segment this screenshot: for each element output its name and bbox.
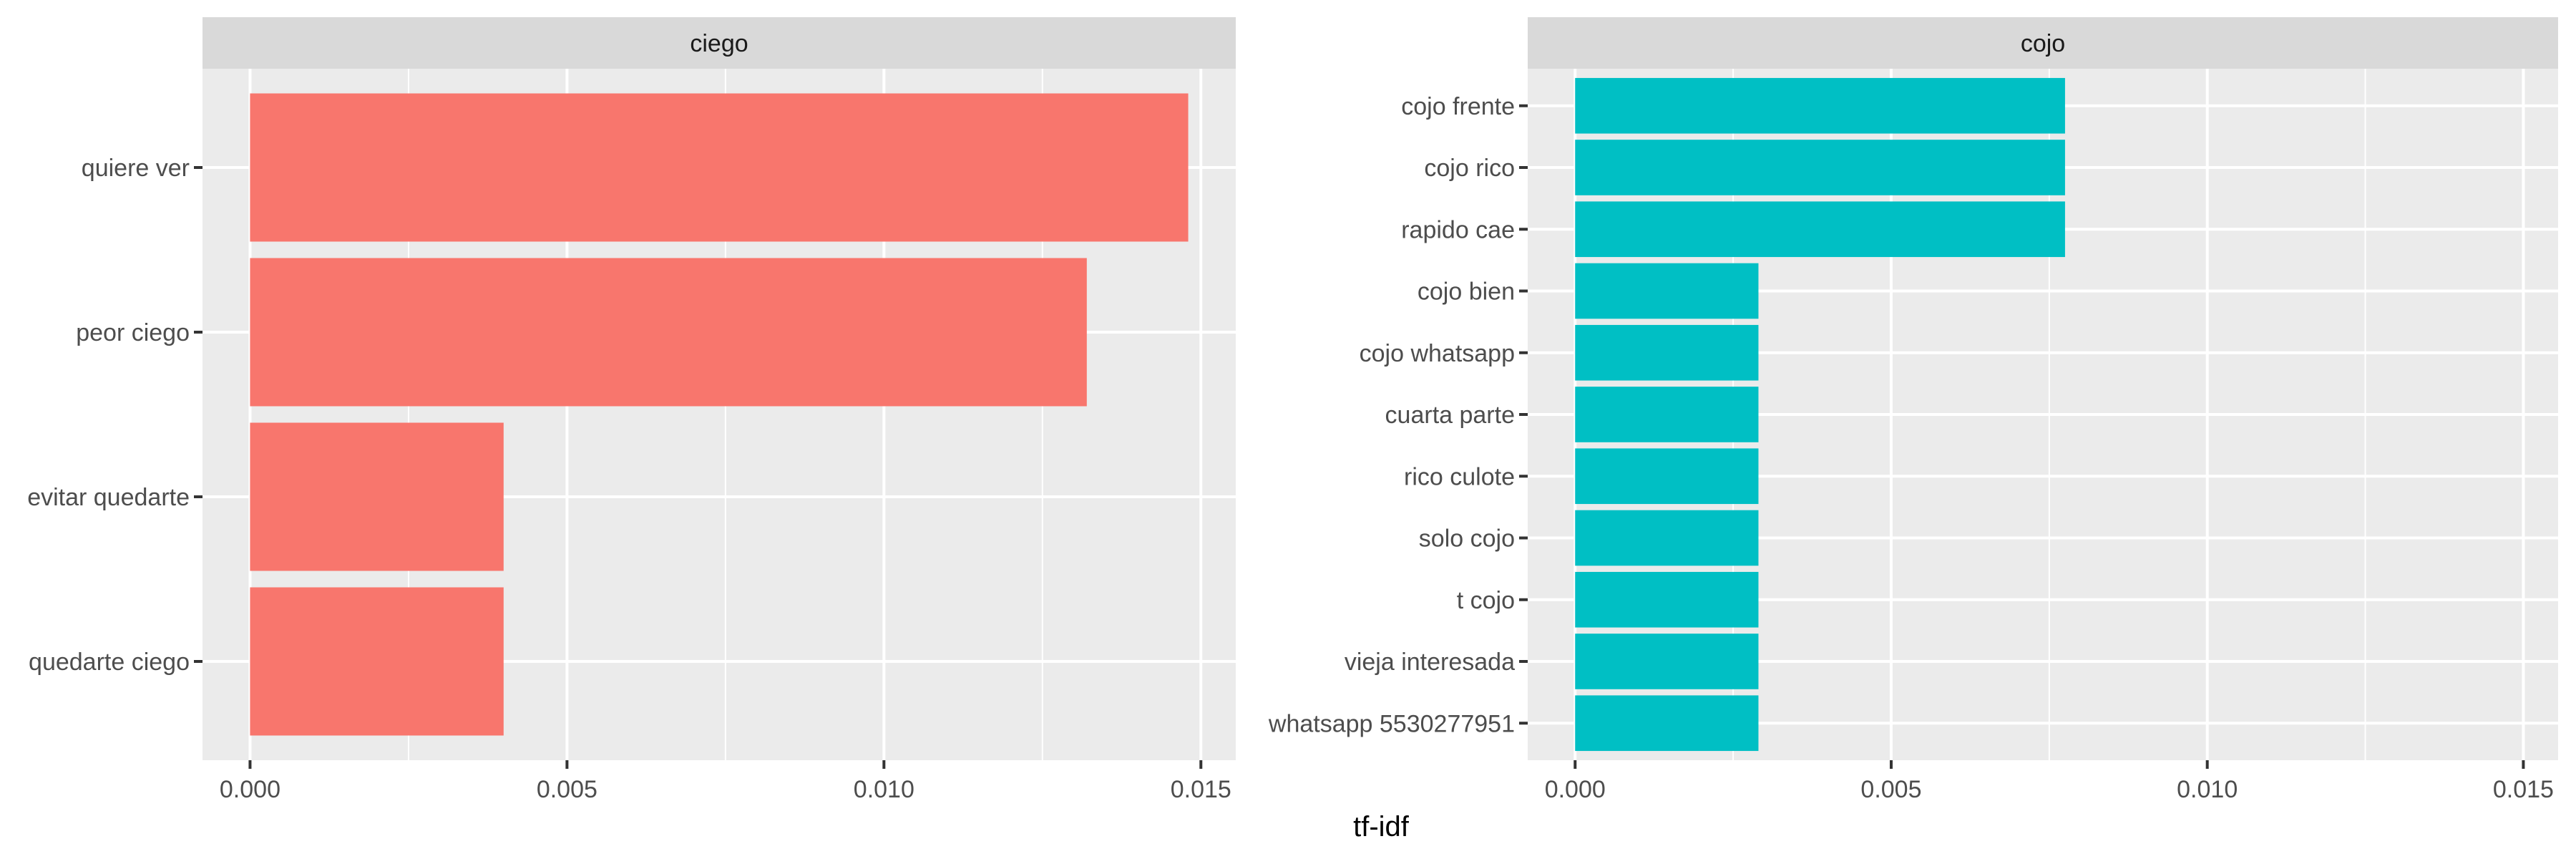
category-label: cuarta parte <box>1385 402 1515 429</box>
x-tick-label: 0.010 <box>2177 776 2238 803</box>
category-label: peor ciego <box>76 319 190 346</box>
category-label: cojo whatsapp <box>1360 340 1515 367</box>
panel-title: cojo <box>2021 30 2065 57</box>
category-label: cojo frente <box>1401 93 1515 120</box>
category-label: rapido cae <box>1401 216 1515 243</box>
x-tick-label: 0.005 <box>1860 776 1921 803</box>
category-label: quedarte ciego <box>29 649 190 676</box>
x-tick-label: 0.000 <box>1545 776 1606 803</box>
bar <box>1575 263 1759 319</box>
bar <box>1575 695 1759 752</box>
panel-strip <box>203 17 1236 69</box>
bar <box>250 587 504 736</box>
panel-title: ciego <box>690 30 748 57</box>
category-label: evitar quedarte <box>27 484 190 511</box>
bar <box>1575 448 1759 505</box>
bar <box>1575 201 2065 258</box>
category-label: cojo rico <box>1424 155 1515 182</box>
x-axis-title: tf-idf <box>1353 811 1410 843</box>
x-tick-label: 0.010 <box>854 776 914 803</box>
x-tick-label: 0.015 <box>1171 776 1231 803</box>
bar <box>1575 387 1759 442</box>
panel-ciego: ciego quiere ver peor ciego evitar quedarte… <box>27 17 1236 803</box>
bar <box>1575 324 1759 381</box>
bar <box>1575 77 2065 134</box>
bar <box>250 93 1189 242</box>
x-tick-label: 0.005 <box>537 776 597 803</box>
x-tick-label: 0.000 <box>220 776 280 803</box>
bar <box>250 422 504 571</box>
category-label: quiere ver <box>82 155 190 182</box>
bar <box>1575 510 1759 566</box>
category-label: vieja interesada <box>1345 649 1515 676</box>
category-label: rico culote <box>1404 463 1515 490</box>
panel-strip <box>1528 17 2558 69</box>
category-label: whatsapp 5530277951 <box>1268 710 1515 737</box>
bar <box>250 258 1087 407</box>
panel-cojo: cojo cojo frente cojo rico rapido cae cojo b… <box>1268 17 2558 803</box>
bar <box>1575 140 2065 195</box>
bar <box>1575 634 1759 689</box>
bar <box>1575 571 1759 628</box>
category-label: cojo bien <box>1418 278 1515 306</box>
x-tick-label: 0.015 <box>2493 776 2554 803</box>
category-label: solo cojo <box>1419 525 1515 553</box>
category-label: t cojo <box>1457 587 1515 614</box>
